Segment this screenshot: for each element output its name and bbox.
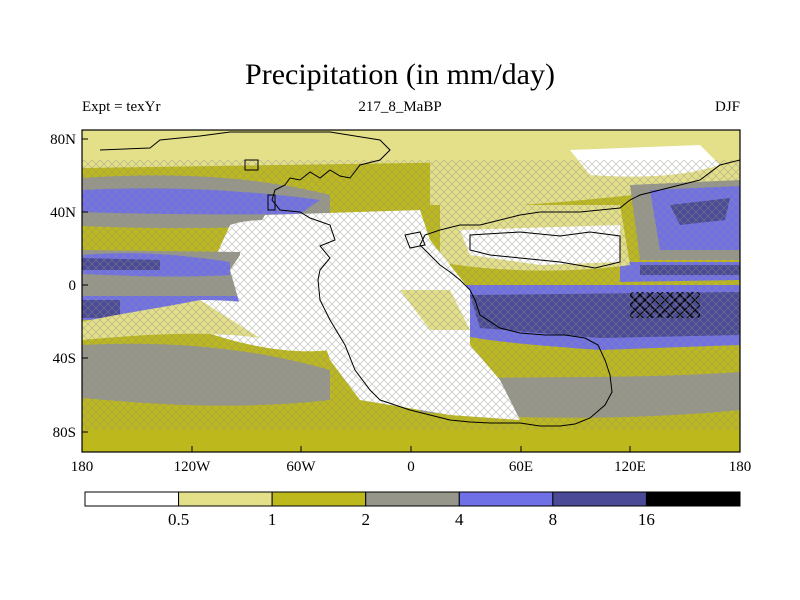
colorbar-level-label: 8 [549, 510, 558, 529]
x-tick-label: 60W [286, 459, 316, 475]
colorbar-level-label: 1 [268, 510, 277, 529]
x-tick-label: 180 [729, 459, 752, 475]
colorbar-level-label: 16 [638, 510, 655, 529]
y-tick-label: 0 [69, 278, 77, 294]
colorbar-swatch [645, 491, 741, 507]
period-label: 217_8_MaBP [358, 99, 442, 115]
x-tick-label: 120W [174, 459, 212, 475]
x-tick-label: 60E [509, 459, 533, 475]
axis-ticks [81, 138, 741, 452]
experiment-label: Expt = texYr [82, 99, 161, 115]
colorbar-level-label: 2 [361, 510, 370, 529]
colorbar-swatch [552, 491, 647, 507]
colorbar-swatch [271, 491, 367, 507]
colorbar-swatch [84, 491, 180, 507]
y-tick-label: 40S [53, 351, 76, 367]
precipitation-field [82, 130, 740, 452]
colorbar-swatch [458, 491, 554, 507]
colorbar-level-label: 0.5 [168, 510, 189, 529]
season-label: DJF [714, 99, 740, 115]
colorbar-level-label: 4 [455, 510, 464, 529]
y-tick-label: 80N [50, 132, 76, 148]
y-tick-label: 40N [50, 205, 76, 221]
colorbar-swatch [178, 491, 273, 507]
coastline [99, 131, 740, 427]
x-tick-label: 180 [71, 459, 94, 475]
x-tick-label: 0 [407, 459, 415, 475]
colorbar-swatch [365, 491, 460, 507]
colorbar: 0.5 1 2 4 8 16 [84, 491, 741, 529]
y-tick-label: 80S [53, 425, 76, 441]
x-tick-label: 120E [614, 459, 646, 475]
map-title: Precipitation (in mm/day) [245, 58, 555, 91]
